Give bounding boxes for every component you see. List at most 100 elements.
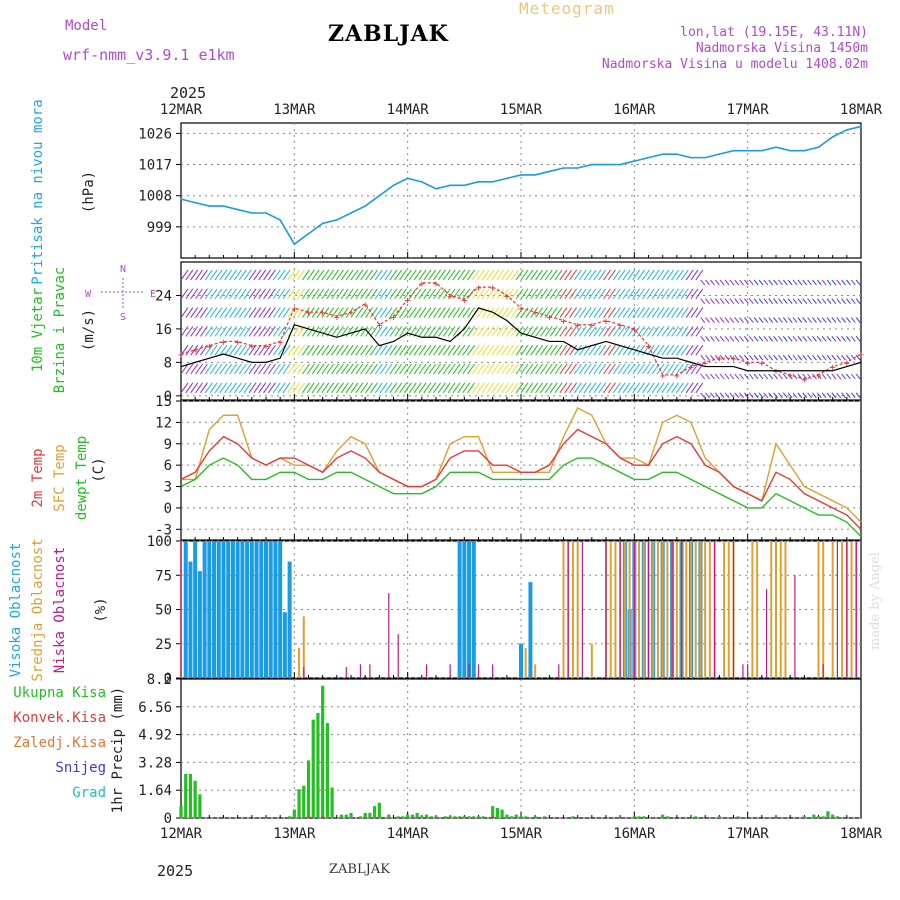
wind-barb (195, 288, 203, 300)
pressure-point (704, 156, 706, 159)
wind-barb (690, 344, 699, 356)
wind-barb (219, 382, 228, 394)
wind-barb (841, 298, 846, 305)
wind-barb (758, 336, 764, 342)
wind-barb (778, 373, 783, 380)
wind-barb (714, 336, 720, 342)
wind-barb (185, 344, 194, 356)
wind-barb (224, 269, 233, 281)
pressure-point (803, 149, 806, 152)
wind-barb (554, 269, 563, 281)
wind-barb (311, 344, 320, 356)
wind-barb (608, 363, 616, 375)
elevation-text: Nadmorska Visina 1450m (695, 41, 868, 56)
cloud-bar-low (477, 664, 480, 678)
wind-barb (336, 326, 344, 337)
wind-barb (515, 344, 524, 356)
wind-barb (486, 344, 495, 356)
wind-barb (676, 382, 684, 394)
wind-barb (656, 269, 665, 281)
wind-barb (238, 288, 247, 300)
wind-barb (690, 307, 699, 318)
cloud-bar-mid (675, 541, 678, 678)
wind-barb (316, 288, 325, 300)
wind-barb (326, 344, 335, 356)
pressure-point (236, 208, 239, 211)
wind-barb (671, 288, 679, 300)
wind-barb (379, 326, 388, 337)
wind-barb (612, 363, 621, 375)
station-title: ZABLJAK (328, 21, 449, 47)
wind-gust-marker: + (858, 350, 864, 361)
cloud-bar-mid (841, 541, 844, 678)
wind-barb (204, 326, 213, 337)
cloud-bar-mid (628, 541, 631, 678)
wind-gust-marker: + (561, 317, 567, 328)
cloud-bar-low (492, 664, 494, 678)
wind-barb (748, 373, 754, 380)
wind-barb (588, 382, 597, 394)
wind-barb (748, 336, 754, 342)
cloud-bar-mid (609, 541, 612, 678)
wind-barb (452, 363, 461, 375)
wind-barb (734, 373, 740, 380)
y-tick-label: 25 (155, 637, 172, 653)
wind-barb (598, 307, 607, 318)
wind-barb (642, 326, 650, 337)
wind-barb (763, 373, 769, 380)
wind-barb (748, 279, 754, 286)
wind-barb (850, 373, 856, 380)
x-tick-top: 14MAR (387, 102, 430, 118)
wind-barb (744, 317, 749, 323)
wind-barb (462, 382, 471, 394)
x-tick-bottom: 13MAR (273, 826, 316, 842)
wind-barb (535, 363, 543, 375)
wind-barb (603, 307, 611, 318)
wind-barb (234, 344, 242, 356)
wind-barb (603, 344, 611, 356)
cloud-bar-low (647, 541, 650, 678)
pressure-point (520, 174, 522, 176)
wind-barb (768, 317, 774, 323)
wind-barb (617, 288, 626, 300)
wind-gust-marker: + (334, 312, 340, 323)
wind-barb (272, 288, 281, 300)
wind-barb (695, 344, 704, 356)
cloud-bar-low (633, 541, 635, 678)
wind-gust-marker: + (376, 321, 382, 332)
wind-barb (501, 269, 509, 281)
y-tick-label: 0 (164, 811, 172, 827)
cloud-label-low: Niska Oblacnost (52, 547, 68, 673)
wind-barb (340, 344, 349, 356)
pressure-point (194, 201, 196, 204)
wind-barb (238, 307, 247, 318)
wind-barb (695, 326, 704, 337)
wind-barb (292, 382, 301, 394)
wind-barb (792, 317, 798, 323)
cloud-bar-low (836, 541, 838, 678)
wind-barb (642, 288, 650, 300)
cloud-bar-high (519, 643, 523, 678)
wind-barb (787, 392, 793, 399)
cloud-bar-low (714, 541, 716, 678)
wind-barb (185, 326, 194, 337)
wind-barb (180, 269, 189, 281)
wind-gust-marker: + (263, 342, 269, 353)
wind-barb (695, 269, 704, 281)
wind-barb (297, 382, 305, 394)
wind-barb (438, 382, 446, 394)
wind-barb (190, 326, 199, 337)
wind-barb (574, 382, 582, 394)
wind-barb (355, 344, 364, 356)
wind-barb (588, 363, 597, 375)
wind-barb (734, 298, 740, 305)
wind-barb (331, 307, 339, 318)
cloud-bar-high (457, 541, 462, 678)
wind-barb (768, 392, 774, 399)
wind-barb (462, 269, 471, 281)
wind-barb (452, 344, 461, 356)
panel-frame-precip (180, 678, 862, 819)
wind-barb (792, 298, 798, 305)
wind-barb (792, 392, 798, 399)
precip-bar-total (717, 816, 721, 818)
